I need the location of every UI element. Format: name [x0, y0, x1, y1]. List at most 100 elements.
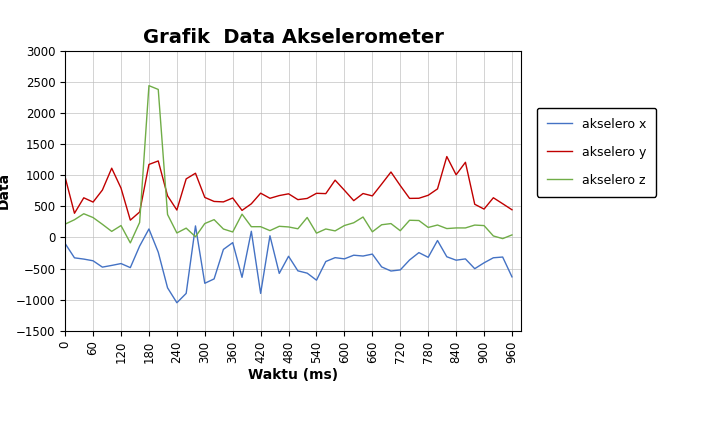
akselero y [285, 191, 293, 196]
akselero x [219, 247, 228, 252]
akselero y [489, 195, 497, 200]
akselero y [201, 195, 209, 200]
akselero x [498, 254, 507, 259]
akselero y [368, 193, 376, 198]
akselero z [70, 217, 79, 222]
akselero x [256, 291, 265, 296]
akselero x [191, 223, 200, 229]
akselero x [228, 240, 237, 245]
akselero z [61, 222, 70, 227]
akselero z [135, 220, 144, 225]
akselero x [266, 233, 274, 238]
akselero x [61, 241, 70, 246]
akselero y [98, 187, 106, 192]
akselero y [452, 172, 460, 177]
akselero y [433, 187, 442, 192]
akselero z [247, 224, 256, 229]
akselero z [256, 224, 265, 229]
akselero z [182, 226, 190, 231]
akselero z [228, 229, 237, 234]
akselero z [145, 83, 153, 88]
akselero y [293, 197, 302, 202]
akselero y [70, 211, 79, 216]
akselero z [303, 215, 311, 220]
akselero x [405, 257, 414, 262]
akselero z [415, 218, 424, 223]
akselero z [163, 212, 172, 217]
akselero x [480, 260, 489, 265]
akselero x [350, 253, 358, 258]
akselero x [247, 229, 256, 234]
akselero z [489, 233, 497, 238]
akselero z [210, 217, 219, 222]
akselero z [107, 229, 116, 234]
akselero y [396, 183, 405, 188]
akselero y [126, 218, 135, 223]
akselero z [172, 230, 181, 235]
akselero z [219, 226, 228, 232]
akselero y [508, 207, 516, 212]
akselero y [135, 209, 144, 215]
Title: Grafik  Data Akselerometer: Grafik Data Akselerometer [143, 28, 444, 47]
akselero x [126, 265, 135, 270]
akselero x [237, 275, 246, 280]
akselero y [377, 181, 386, 187]
akselero x [415, 250, 424, 255]
akselero y [303, 196, 311, 201]
akselero z [442, 226, 451, 231]
akselero x [293, 268, 302, 273]
akselero y [61, 175, 70, 180]
akselero y [80, 195, 88, 201]
akselero x [340, 257, 349, 262]
akselero y [191, 171, 200, 176]
akselero x [172, 300, 181, 305]
akselero z [312, 231, 321, 236]
akselero x [321, 259, 330, 264]
akselero z [498, 236, 507, 241]
akselero x [70, 255, 79, 260]
akselero z [285, 224, 293, 229]
akselero x [396, 268, 405, 273]
akselero z [154, 87, 163, 92]
akselero x [489, 255, 497, 260]
akselero y [107, 166, 116, 171]
akselero x [312, 278, 321, 283]
akselero y [387, 170, 395, 175]
akselero x [117, 261, 125, 266]
akselero y [145, 162, 153, 167]
akselero y [442, 154, 451, 159]
Legend: akselero x, akselero y, akselero z: akselero x, akselero y, akselero z [536, 108, 656, 196]
akselero z [461, 226, 470, 231]
akselero z [358, 215, 367, 220]
akselero x [433, 238, 442, 243]
Line: akselero y: akselero y [65, 156, 512, 220]
akselero y [312, 191, 321, 196]
akselero z [98, 222, 106, 227]
akselero z [191, 234, 200, 239]
akselero x [387, 268, 395, 273]
akselero y [415, 196, 424, 201]
akselero z [368, 229, 376, 234]
akselero y [117, 186, 125, 191]
akselero x [163, 285, 172, 290]
akselero y [350, 198, 358, 203]
akselero y [331, 178, 340, 183]
akselero z [350, 220, 358, 225]
akselero x [471, 266, 479, 271]
akselero y [154, 159, 163, 164]
akselero x [452, 258, 460, 263]
akselero z [80, 211, 88, 216]
akselero x [461, 257, 470, 262]
akselero y [182, 176, 190, 181]
akselero x [377, 265, 386, 270]
X-axis label: Waktu (ms): Waktu (ms) [248, 368, 338, 382]
akselero z [471, 223, 479, 228]
akselero y [461, 160, 470, 165]
akselero z [201, 221, 209, 226]
akselero x [145, 226, 153, 232]
akselero y [498, 201, 507, 206]
akselero z [424, 225, 432, 230]
akselero y [219, 199, 228, 204]
akselero x [442, 254, 451, 259]
akselero x [210, 276, 219, 282]
